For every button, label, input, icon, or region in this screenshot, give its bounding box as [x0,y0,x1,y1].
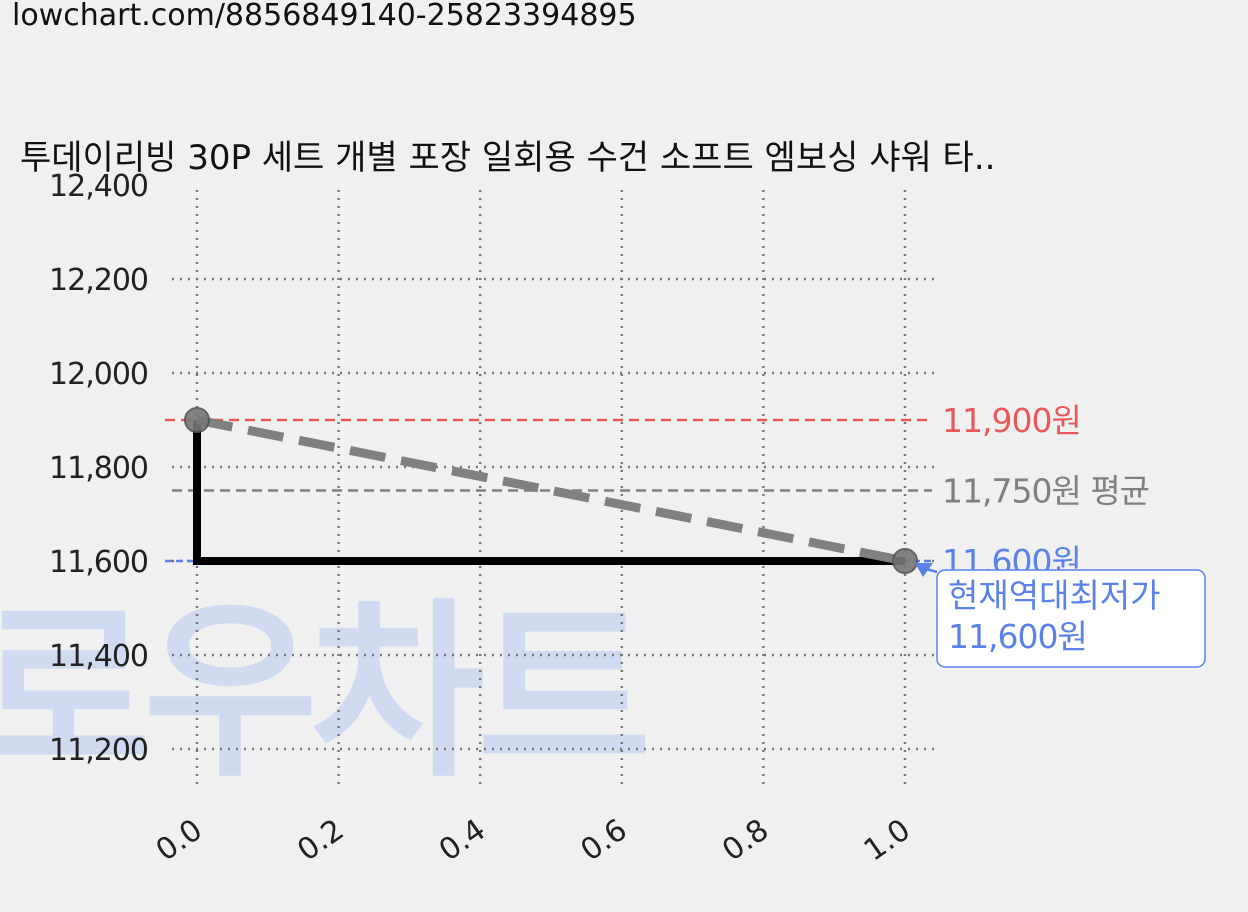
x-tick-label: 0.2 [291,812,350,868]
x-tick-label: 0.6 [575,812,634,868]
x-tick-label: 1.0 [858,812,917,868]
annotation-box [936,569,1206,668]
x-tick-label: 0.8 [716,812,775,868]
annotation-arrowhead [915,563,933,577]
y-tick-label: 12,000 [49,357,148,392]
trend-dashed-line [196,415,906,566]
price-step-line [193,420,905,565]
reference-label: 11,900원 [942,401,1081,440]
y-tick-label: 11,400 [49,639,148,674]
y-tick-label: 11,200 [49,733,148,768]
page-url: lowchart.com/8856849140-25823394895 [12,0,637,33]
annotation-value: 11,600원 [948,617,1087,656]
y-tick-label: 11,600 [49,545,148,580]
x-tick-label: 0.4 [433,812,492,868]
data-point [184,407,210,433]
chart-title: 투데이리빙 30P 세트 개별 포장 일회용 수건 소프트 엠보싱 샤워 타.. [20,138,996,178]
y-tick-label: 11,800 [49,451,148,486]
annotation-title: 현재역대최저가 [948,576,1161,615]
y-tick-label: 12,400 [49,169,148,204]
data-point [892,548,918,574]
watermark: 로우차트 [0,582,646,803]
x-tick-label: 0.0 [150,812,209,868]
reference-label: 11,750원 평균 [942,472,1149,511]
y-tick-label: 12,200 [49,263,148,298]
